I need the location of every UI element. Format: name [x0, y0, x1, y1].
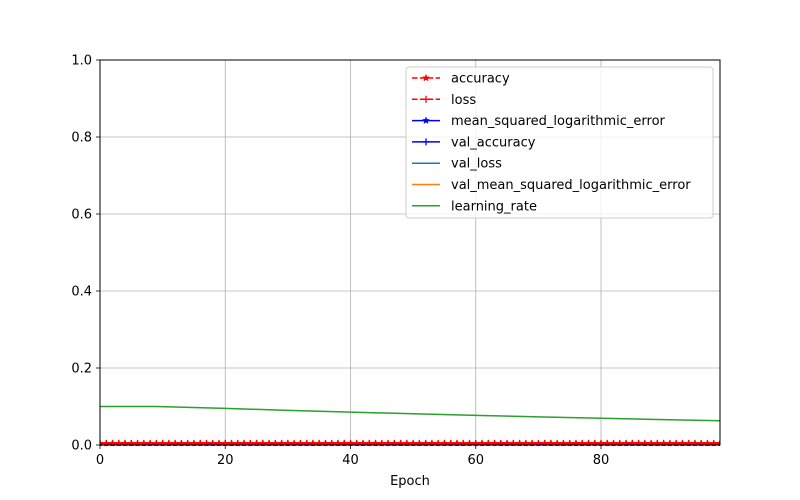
- y-tick-label: 0.4: [71, 285, 92, 300]
- legend-label: accuracy: [451, 72, 510, 87]
- x-tick-label: 0: [96, 453, 104, 468]
- x-axis-label: Epoch: [390, 474, 430, 489]
- legend: accuracy loss mean_squared_logarithmic_err…: [406, 67, 713, 218]
- x-tick-label: 40: [342, 453, 359, 468]
- legend-label: mean_squared_logarithmic_error: [451, 114, 666, 129]
- legend-entry-val_mean_squared_logarithmic_error: val_mean_squared_logarithmic_error: [412, 178, 691, 193]
- legend-label: val_accuracy: [451, 135, 536, 150]
- legend-label: val_mean_squared_logarithmic_error: [451, 178, 691, 193]
- y-tick-label: 0.6: [71, 208, 92, 223]
- y-tick-label: 1.0: [71, 54, 92, 69]
- y-tick-label: 0.0: [71, 439, 92, 454]
- x-tick-label: 60: [467, 453, 484, 468]
- legend-label: val_loss: [451, 157, 502, 172]
- x-tick-label: 20: [217, 453, 234, 468]
- y-tick-label: 0.8: [71, 131, 92, 146]
- y-tick-label: 0.2: [71, 362, 92, 377]
- legend-label: learning_rate: [451, 199, 537, 214]
- legend-entry-mean_squared_logarithmic_error: mean_squared_logarithmic_error: [412, 114, 666, 129]
- x-tick-label: 80: [593, 453, 610, 468]
- legend-label: loss: [451, 93, 476, 108]
